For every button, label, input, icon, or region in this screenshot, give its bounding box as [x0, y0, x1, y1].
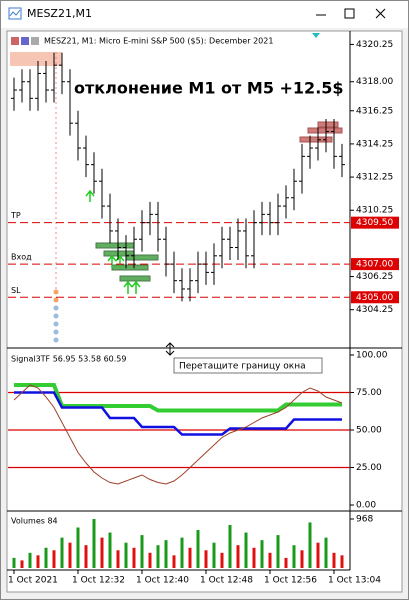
volume-bar	[36, 555, 40, 568]
volume-bar	[188, 547, 192, 568]
x-tick-label: 1 Oct 2021	[8, 576, 58, 586]
volume-title: Volumes 84	[11, 517, 58, 526]
volume-bar	[156, 545, 160, 568]
chart-header: MESZ21, M1: Micro E-mini S&P 500 ($5): D…	[44, 37, 273, 46]
chart-icons	[11, 37, 39, 45]
window-icon	[9, 9, 21, 17]
volume-bar	[164, 540, 168, 568]
volume-bar	[220, 552, 224, 568]
x-tick-label: 1 Oct 12:56	[264, 576, 317, 586]
volume-bar	[76, 527, 80, 568]
x-tick-label: 1 Oct 12:48	[200, 576, 253, 586]
volume-bar	[316, 542, 320, 568]
price-tag-label: 4309.50	[356, 218, 393, 228]
volume-bar	[276, 535, 280, 568]
volume-bar	[124, 542, 128, 568]
zone-boxes-red	[299, 121, 343, 143]
volume-bar	[292, 545, 296, 568]
volume-bar	[244, 532, 248, 568]
volume-bar	[236, 545, 240, 568]
x-tick-label: 1 Oct 13:04	[328, 576, 381, 586]
volume-bar	[228, 524, 232, 568]
y-tick-label: 75.00	[356, 388, 382, 398]
close-button[interactable]	[375, 8, 386, 19]
indicator-title: Signal3TF 56.95 53.58 60.59	[11, 355, 127, 364]
chart-area	[6, 30, 403, 593]
y-tick-label: 968	[356, 515, 373, 525]
y-tick-label: 4310.25	[356, 206, 393, 216]
x-tick-label: 1 Oct 12:40	[136, 576, 189, 586]
y-tick-label: 4318.00	[356, 77, 393, 87]
price-tag	[351, 291, 399, 304]
indicator-line	[14, 383, 342, 413]
price-tag-label: 4305.00	[356, 293, 393, 303]
volume-bar	[140, 535, 144, 568]
maximize-button[interactable]	[344, 8, 355, 19]
y-tick-label: 25.00	[356, 463, 382, 473]
volume-bar	[132, 547, 136, 568]
resize-cursor	[165, 342, 175, 356]
volume-bar	[324, 537, 328, 568]
annotation: отклонение M1 от M5 +12.5$	[74, 79, 344, 98]
volume-bar	[28, 552, 32, 568]
y-tick-label: 0.00	[356, 501, 376, 511]
volume-bar	[44, 547, 48, 568]
x-tick-label: 1 Oct 12:32	[72, 576, 125, 586]
zone-box	[10, 52, 62, 66]
volume-bar	[116, 550, 120, 568]
y-tick-label: 4320.25	[356, 40, 393, 50]
level-name: Вход	[11, 253, 32, 262]
volume-bar	[300, 550, 304, 568]
volume-bar	[284, 557, 288, 568]
price-tag-label: 4307.00	[356, 260, 393, 270]
y-tick-label: 4312.25	[356, 173, 393, 183]
volume-bar	[60, 537, 64, 568]
marker-dots	[53, 289, 59, 343]
indicator-line	[14, 391, 342, 436]
price-tag	[351, 258, 399, 271]
volume-bar	[308, 522, 312, 568]
volume-bar	[84, 545, 88, 568]
volume-bar	[252, 547, 256, 568]
volume-bar	[204, 550, 208, 568]
y-tick-label: 100.00	[356, 351, 388, 361]
volume-bar	[100, 537, 104, 568]
volume-bar	[108, 532, 112, 568]
y-tick-label: 50.00	[356, 426, 382, 436]
volume-bar	[20, 560, 24, 568]
plots: 4320.25 4318.00 4316.25 4314.25 4312.25 4310.…	[8, 40, 399, 586]
volume-bar	[212, 542, 216, 568]
volume-bar	[172, 555, 176, 568]
volume-bar	[12, 557, 16, 568]
y-tick-label: 4304.25	[356, 305, 393, 315]
volume-bar	[52, 550, 56, 568]
volume-bar	[180, 537, 184, 568]
price-tag	[351, 216, 399, 229]
level-name: SL	[11, 286, 21, 295]
shift-marker	[312, 33, 320, 38]
volume-bar	[268, 552, 272, 568]
signal-arrows	[85, 189, 141, 294]
volume-bar	[68, 542, 72, 568]
level-name: TP	[10, 211, 21, 220]
y-tick-label: 4314.25	[356, 139, 393, 149]
volume-bar	[92, 519, 96, 568]
volume-bar	[340, 555, 344, 568]
volume-bar	[332, 552, 336, 568]
y-tick-label: 4306.25	[356, 272, 393, 282]
y-tick-label: 4316.25	[356, 106, 393, 116]
indicator-line	[13, 384, 343, 485]
volume-bar	[260, 540, 264, 568]
volume-bar	[148, 552, 152, 568]
tooltip	[173, 357, 323, 374]
window-title: MESZ21,M1	[27, 7, 92, 20]
volume-bar	[196, 530, 200, 568]
tooltip-text: Перетащите границу окна	[179, 362, 306, 372]
title-bar	[1, 1, 408, 28]
